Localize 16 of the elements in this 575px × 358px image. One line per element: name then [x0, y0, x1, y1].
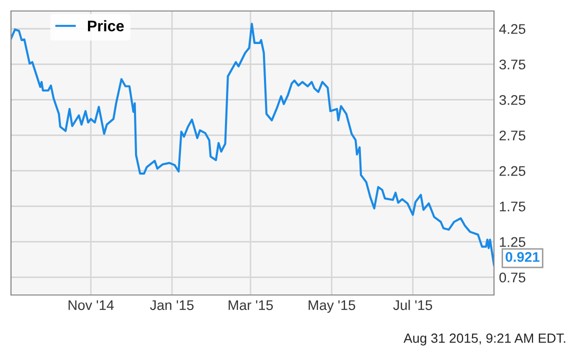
- x-tick-label: Nov '14: [68, 300, 114, 310]
- x-tick-label: Mar '15: [228, 300, 273, 310]
- y-tick-label: 3.75: [499, 60, 526, 70]
- x-tick-label: Jan '15: [150, 300, 194, 310]
- y-tick-label: 1.25: [500, 237, 526, 247]
- data-label: 0.921: [506, 252, 540, 262]
- y-tick-label: 3.25: [499, 95, 526, 105]
- y-tick-label: 0.75: [499, 272, 526, 282]
- x-tick-label: May '15: [308, 300, 356, 313]
- y-tick-label: 1.75: [500, 202, 526, 212]
- y-tick-label: 2.75: [500, 130, 526, 140]
- x-tick-label: Jul '15: [393, 300, 432, 310]
- legend-label: Price: [88, 20, 124, 32]
- text: Aug 31 2015, 9:21 AM EDT.: [404, 334, 566, 346]
- y-tick-label: 4.25: [499, 24, 526, 34]
- y-tick-label: 2.25: [500, 166, 526, 176]
